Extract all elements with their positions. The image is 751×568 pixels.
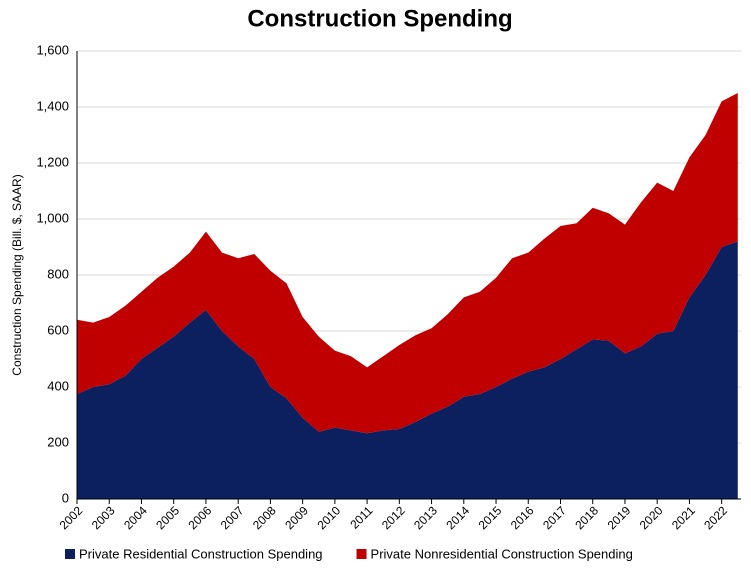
y-tick-label: 1,000 xyxy=(36,210,69,225)
legend-swatch xyxy=(65,549,75,559)
x-tick-label: 2009 xyxy=(282,503,311,532)
x-tick-label: 2006 xyxy=(186,503,215,532)
x-tick-label: 2016 xyxy=(508,503,537,532)
x-tick-label: 2018 xyxy=(572,503,601,532)
y-axis-label: Construction Spending (Bill. $, SAAR) xyxy=(10,174,24,375)
y-tick-label: 400 xyxy=(47,378,69,393)
x-tick-label: 2008 xyxy=(250,503,279,532)
x-tick-label: 2013 xyxy=(411,503,440,532)
x-tick-label: 2017 xyxy=(540,503,569,532)
x-tick-label: 2019 xyxy=(605,503,634,532)
y-tick-label: 1,200 xyxy=(36,154,69,169)
x-tick-label: 2015 xyxy=(476,503,505,532)
y-tick-label: 1,400 xyxy=(36,98,69,113)
y-tick-label: 200 xyxy=(47,434,69,449)
y-tick-label: 0 xyxy=(62,490,69,505)
y-tick-label: 600 xyxy=(47,322,69,337)
x-tick-label: 2002 xyxy=(57,503,86,532)
y-tick-label: 800 xyxy=(47,266,69,281)
x-tick-label: 2004 xyxy=(121,503,150,532)
x-tick-label: 2011 xyxy=(347,503,375,531)
x-tick-label: 2022 xyxy=(701,503,730,532)
x-tick-label: 2014 xyxy=(443,503,472,532)
area xyxy=(77,241,738,499)
legend-swatch xyxy=(356,549,367,559)
x-tick-label: 2005 xyxy=(153,503,182,532)
x-tick-label: 2007 xyxy=(218,503,247,532)
x-tick-label: 2012 xyxy=(379,503,408,532)
x-tick-label: 2010 xyxy=(314,503,343,532)
chart-title: Construction Spending xyxy=(247,5,512,32)
legend-label: Private Residential Construction Spendin… xyxy=(79,546,323,561)
y-tick-label: 1,600 xyxy=(36,42,69,57)
legend-label: Private Nonresidential Construction Spen… xyxy=(371,546,633,561)
x-tick-label: 2003 xyxy=(89,503,118,532)
area xyxy=(77,93,738,434)
x-tick-label: 2020 xyxy=(637,503,666,532)
x-tick-label: 2021 xyxy=(669,503,698,532)
